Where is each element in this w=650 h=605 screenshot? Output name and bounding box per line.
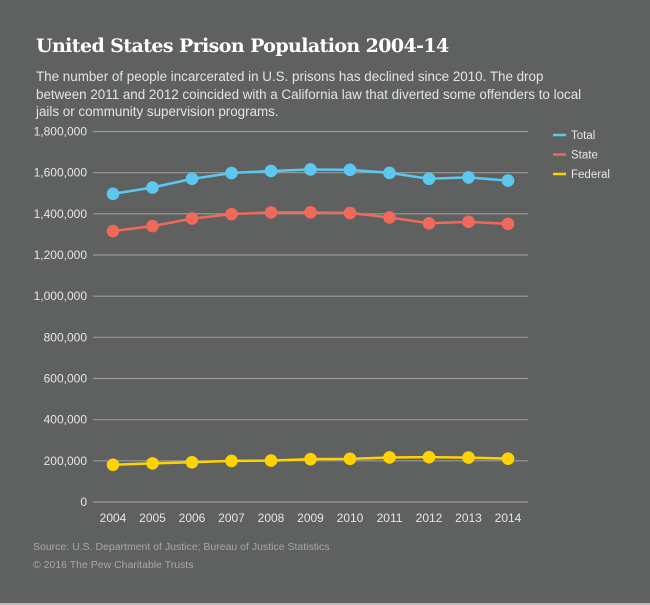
x-tick-label: 2014: [495, 511, 522, 525]
data-point: [383, 211, 396, 224]
data-point: [422, 217, 436, 230]
x-tick-label: 2005: [139, 511, 166, 525]
bottom-border: [0, 603, 650, 605]
data-point: [146, 457, 159, 470]
data-point: [106, 458, 120, 472]
data-point: [264, 206, 278, 219]
legend-label: Total: [571, 130, 595, 142]
y-tick-label: 200,000: [44, 454, 88, 468]
data-point: [225, 454, 238, 468]
x-tick-label: 2013: [455, 511, 482, 525]
data-point: [304, 452, 317, 466]
data-point: [501, 452, 515, 465]
data-point: [343, 206, 357, 220]
data-point: [462, 215, 475, 229]
gridlines: [93, 130, 528, 503]
legend-label: State: [571, 150, 598, 162]
data-point: [225, 207, 238, 221]
data-point: [422, 450, 436, 464]
y-tick-label: 400,000: [44, 413, 88, 427]
legend-item-federal: Federal: [553, 169, 610, 181]
data-point: [501, 217, 515, 231]
x-tick-label: 2011: [377, 511, 403, 525]
source-note: Source: U.S. Department of Justice; Bure…: [33, 541, 330, 553]
y-tick-label: 0: [80, 495, 87, 509]
x-axis-ticks: 2004 2005 2006 2007 2008 2009 2010 2011 2012 2013…: [100, 511, 522, 525]
y-tick-label: 800,000: [44, 330, 88, 344]
legend-label: Federal: [571, 169, 610, 181]
legend: Total State Federal: [553, 130, 610, 181]
data-point: [106, 224, 120, 238]
data-point: [304, 163, 317, 176]
data-point: [264, 454, 278, 467]
y-tick-label: 1,000,000: [34, 289, 88, 303]
legend-item-total: Total: [553, 130, 595, 142]
data-point: [264, 164, 278, 178]
series-total: [106, 163, 515, 201]
data-point: [304, 206, 317, 219]
data-point: [146, 181, 159, 194]
data-point: [185, 455, 199, 469]
x-tick-label: 2004: [100, 511, 127, 525]
y-axis-ticks: 0 200,000 400,000 600,000 800,000 1,000,000 1,…: [34, 125, 88, 510]
x-tick-label: 2009: [297, 511, 324, 525]
data-point: [383, 451, 396, 464]
data-point: [462, 451, 475, 464]
legend-item-state: State: [553, 150, 598, 162]
data-point: [146, 219, 159, 233]
data-point: [225, 166, 238, 180]
series-group: [106, 163, 515, 472]
x-tick-label: 2010: [337, 511, 364, 525]
data-point: [343, 452, 357, 466]
y-tick-label: 1,400,000: [34, 207, 88, 221]
data-point: [185, 172, 199, 186]
x-tick-label: 2012: [416, 511, 443, 525]
data-point: [462, 171, 475, 184]
data-point: [383, 166, 396, 180]
y-tick-label: 600,000: [44, 372, 88, 386]
chart-title: United States Prison Population 2004-14: [36, 35, 449, 57]
y-tick-label: 1,800,000: [34, 125, 88, 139]
series-federal: [106, 450, 515, 472]
data-point: [422, 172, 436, 186]
data-point: [343, 163, 357, 177]
x-tick-label: 2008: [258, 511, 285, 525]
chart-subtitle: The number of people incarcerated in U.S…: [36, 69, 582, 119]
copyright-note: © 2016 The Pew Charitable Trusts: [33, 559, 194, 571]
y-tick-label: 1,600,000: [34, 166, 88, 180]
series-state: [106, 206, 515, 238]
data-point: [501, 174, 515, 187]
x-tick-label: 2007: [218, 511, 245, 525]
y-tick-label: 1,200,000: [34, 248, 88, 262]
data-point: [185, 212, 199, 225]
x-tick-label: 2006: [179, 511, 206, 525]
data-point: [106, 187, 120, 201]
